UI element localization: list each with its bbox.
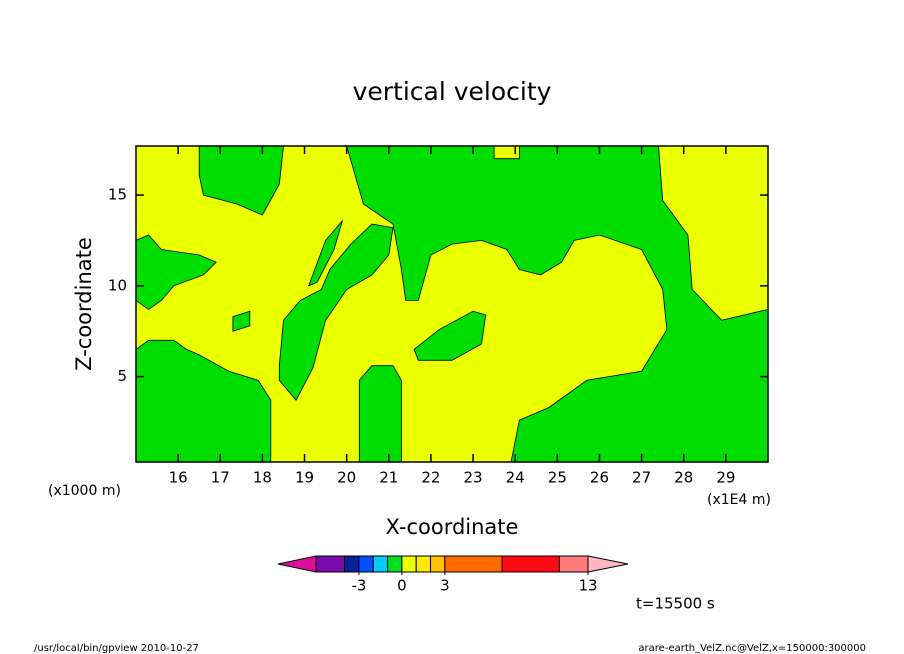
colorbar-box (501, 555, 560, 573)
y-tick-label: 15 (108, 186, 127, 204)
contour-region (198, 145, 284, 216)
y-axis-label: Z-coordinate (72, 237, 96, 371)
x-tick-label: 22 (421, 469, 440, 487)
x-tick-label: 24 (506, 469, 525, 487)
colorbar-box (415, 555, 432, 573)
contour-region (358, 365, 402, 463)
x-tick-label: 20 (337, 469, 356, 487)
colorbar-box (315, 555, 346, 573)
time-label: t=15500 s (636, 595, 715, 613)
colorbar-box (430, 555, 446, 573)
x-tick-label: 17 (211, 469, 230, 487)
contour-region (135, 234, 217, 310)
x-tick-label: 29 (716, 469, 735, 487)
contour-region (232, 310, 251, 332)
colorbar-box (401, 555, 417, 573)
chart-title: vertical velocity (353, 77, 552, 106)
colorbar-box (372, 555, 389, 573)
x-tick-label: 26 (590, 469, 609, 487)
colorbar-tick-label: 13 (578, 577, 597, 595)
colorbar-tick-label: 0 (397, 577, 407, 595)
x-tick-label: 25 (548, 469, 567, 487)
x-unit: (x1E4 m) (707, 492, 771, 508)
footer-left: /usr/local/bin/gpview 2010-10-27 (34, 643, 199, 654)
footer-right: arare-earth_VelZ.nc@VelZ,x=150000:300000 (638, 643, 866, 654)
colorbar-extension (587, 555, 629, 573)
contour-region (346, 145, 769, 463)
contour-region (413, 310, 487, 361)
x-tick-label: 18 (253, 469, 272, 487)
y-tick-label: 5 (117, 367, 127, 385)
x-tick-label: 27 (632, 469, 651, 487)
colorbar-tick-label: 3 (440, 577, 450, 595)
colorbar-box (358, 555, 374, 573)
contour-region (278, 223, 394, 402)
plot-frame (135, 145, 769, 463)
colorbar-tick-label: -3 (351, 577, 366, 595)
y-tick-label: 10 (108, 276, 127, 294)
y-unit: (x1000 m) (48, 483, 121, 499)
colorbar-box (444, 555, 503, 573)
x-tick-label: 23 (464, 469, 483, 487)
x-tick-label: 28 (674, 469, 693, 487)
x-tick-label: 21 (379, 469, 398, 487)
x-axis-label: X-coordinate (386, 515, 519, 539)
colorbar-box (344, 555, 360, 573)
x-tick-label: 19 (295, 469, 314, 487)
colorbar-box (558, 555, 589, 573)
x-tick-label: 16 (169, 469, 188, 487)
colorbar-extension (277, 555, 317, 573)
colorbar-box (387, 555, 403, 573)
contour-region (308, 220, 343, 287)
